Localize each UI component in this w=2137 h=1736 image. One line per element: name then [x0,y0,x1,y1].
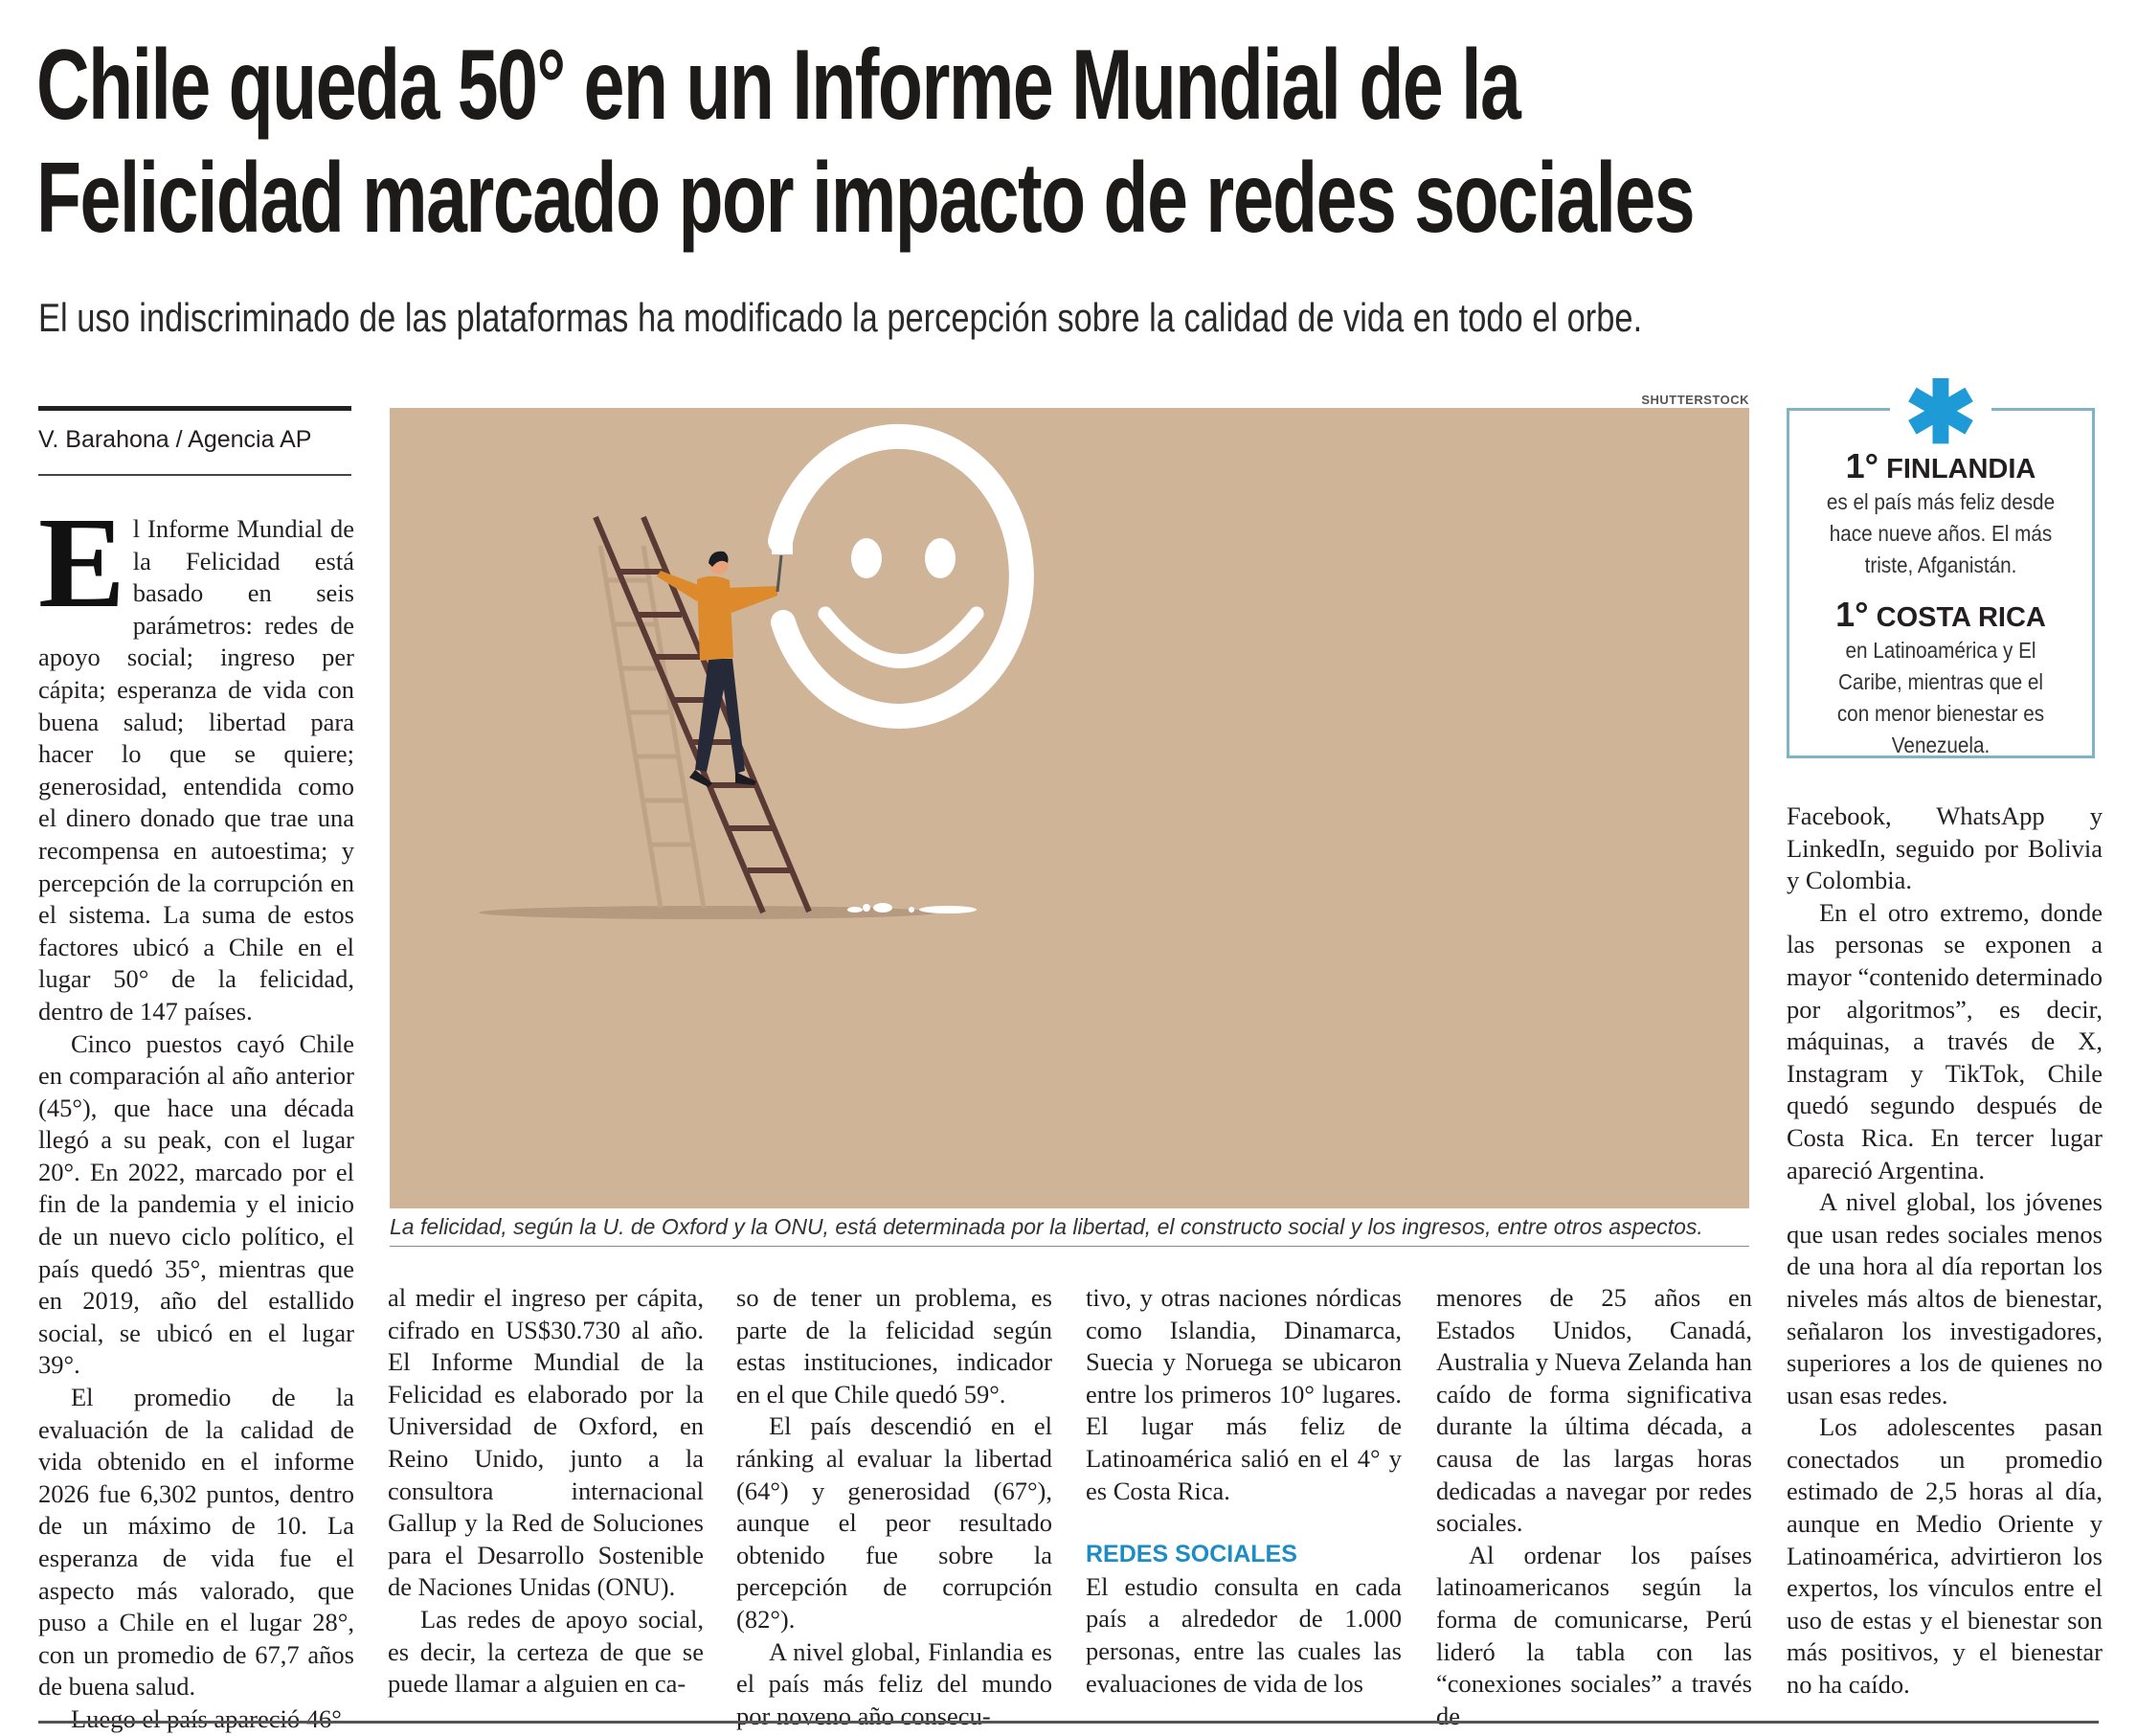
painter-figure [657,541,793,787]
photo-caption: La felicidad, según la U. de Oxford y la… [390,1214,1749,1247]
floor-shadow [479,906,938,919]
paragraph-text: l Informe Mundial de la Felicidad está b… [38,514,354,1026]
bottom-rule [38,1721,2099,1724]
section-subhead: REDES SOCIALES [1086,1541,1297,1568]
headline-line-2: Felicidad marcado por impacto de redes s… [36,143,1696,254]
ladder-shadow [597,545,707,909]
paragraph: El estudio consulta en cada país a alred… [1086,1571,1402,1698]
paragraph: Al ordenar los países latinoamericanos s… [1436,1540,1752,1730]
article-column-3: so de tener un problema, es parte de la … [736,1282,1052,1732]
paragraph: Los adolescentes pasan conectados un pro… [1787,1412,2103,1700]
fact-text: es el país más feliz desde hace nueve añ… [1826,489,2056,577]
byline: V. Barahona / Agencia AP [38,426,312,453]
smiley-face [768,423,1034,729]
paragraph: El promedio de la evaluación de la calid… [38,1383,354,1702]
photo-credit: SHUTTERSTOCK [1641,393,1749,407]
paragraph: A nivel global, Finlandia es el país más… [736,1636,1052,1730]
paragraph: tivo, y otras naciones nórdicas como Isl… [1086,1283,1402,1505]
asterisk-icon: ✱ [1904,366,1977,462]
headline-line-1: Chile queda 50° en un Informe Mundial de… [36,30,1521,141]
fact-rank: 1° [1835,595,1869,634]
paragraph: El país descendió en el ránking al evalu… [736,1411,1052,1634]
fact-heading: 1° FINLANDIA [1789,446,2092,486]
subtitle: El uso indiscriminado de las plataformas… [38,295,1643,340]
paragraph: Las redes de apoyo social, es decir, la … [388,1604,704,1699]
headline: Chile queda 50° en un Informe Mundial de… [36,29,1696,255]
paint-drips [847,903,977,913]
smiley-left-eye [851,538,882,578]
paragraph: so de tener un problema, es parte de la … [736,1283,1052,1409]
box-top-line-right [1991,408,2092,411]
fact-country: COSTA RICA [1876,602,2046,633]
smiley-right-eye [925,538,956,578]
paragraph: Facebook, WhatsApp y LinkedIn, seguido p… [1787,801,2103,895]
drop-cap: E [38,491,125,635]
paragraph: A nivel global, los jóvenes que usan red… [1787,1187,2103,1409]
photo-background [390,408,1749,1208]
fact-country: FINLANDIA [1886,454,2036,485]
smiley-mouth [818,606,984,668]
paragraph: Cinco puestos cayó Chile en comparación … [38,1028,354,1380]
paragraph: menores de 25 años en Estados Unidos, Ca… [1436,1283,1752,1538]
fact-rank: 1° [1845,446,1879,485]
article-column-4: tivo, y otras naciones nórdicas como Isl… [1086,1282,1402,1700]
fact-heading: 1° COSTA RICA [1789,595,2092,635]
paragraph: Luego el país apareció 46° [71,1703,342,1733]
paragraph: al medir el ingreso per cápita, cifrado … [388,1283,704,1602]
illustration-smiley-ladder [390,408,1749,1208]
paragraph: En el otro extremo, donde las personas s… [1787,897,2103,1184]
byline-box: V. Barahona / Agencia AP [38,406,351,476]
article-column-5: menores de 25 años en Estados Unidos, Ca… [1436,1282,1752,1732]
fact-text: en Latinoamérica y El Caribe, mientras q… [1836,638,2045,757]
sidebar-facts-box: ✱ 1° FINLANDIA es el país más feliz desd… [1787,371,2095,758]
smiley-outline [768,423,1034,729]
article-column-6: Facebook, WhatsApp y LinkedIn, seguido p… [1787,800,2103,1702]
article-column-2: al medir el ingreso per cápita, cifrado … [388,1282,704,1701]
box-top-line-left [1789,408,1890,411]
